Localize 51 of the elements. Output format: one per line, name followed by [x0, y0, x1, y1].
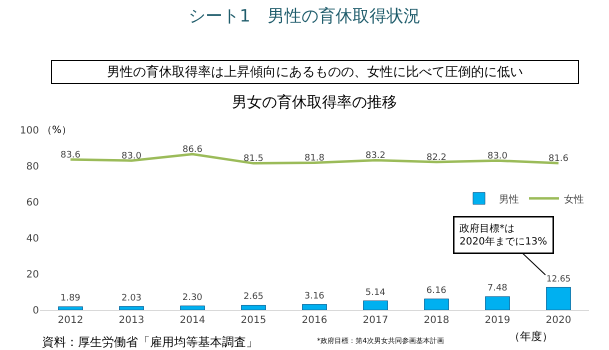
text: 資料：厚生労働省「雇用均等基本調査」	[42, 335, 258, 349]
chart-title: シート1 男性の育休取得状況	[188, 6, 420, 27]
data-label: 83.6	[60, 150, 81, 160]
x-axis-title: （年度）	[509, 330, 553, 343]
x-tick-label: 2017	[362, 315, 388, 326]
data-label: 83.2	[365, 150, 386, 161]
bar	[302, 304, 327, 310]
bar	[241, 304, 266, 310]
y-tick-label: 80	[26, 162, 39, 172]
chart-subtitle: 男性の育休取得率は上昇傾向にあるものの、女性に比べて圧倒的に低い	[107, 64, 523, 80]
data-label: 2.65	[243, 292, 264, 302]
data-label: 1.89	[60, 294, 81, 304]
data-label: 81.6	[548, 154, 569, 164]
data-label: 81.8	[304, 154, 325, 164]
bar	[363, 300, 388, 310]
y-tick-label: 60	[26, 198, 39, 208]
data-label: 3.16	[304, 291, 325, 302]
y-axis-title: （%）	[42, 125, 72, 136]
bar	[485, 296, 510, 310]
text: 男女の育休取得率の推移	[232, 93, 397, 111]
x-tick-label: 2015	[240, 315, 266, 326]
bar	[119, 306, 144, 310]
annotation: 政府目標*は 2020年までに13%	[460, 222, 548, 248]
data-label: 7.48	[487, 284, 508, 294]
bar	[58, 306, 83, 310]
x-tick-label: 2018	[424, 315, 450, 326]
legend-label: 女性	[564, 193, 584, 206]
legend-label: 男性	[499, 193, 519, 206]
data-label: 5.14	[365, 288, 386, 298]
data-label: 81.5	[243, 154, 264, 164]
x-tick-label: 2012	[58, 315, 84, 326]
x-tick-label: 2016	[302, 315, 328, 326]
data-label: 12.65	[546, 274, 571, 284]
x-tick-label: 2020	[546, 315, 572, 326]
data-label: 83.0	[121, 151, 142, 162]
y-tick-label: 20	[26, 270, 39, 280]
data-label: 83.0	[487, 151, 508, 162]
data-label: 6.16	[426, 286, 447, 296]
bar	[180, 306, 205, 310]
x-tick-label: 2014	[180, 315, 206, 326]
data-label: 2.30	[182, 292, 203, 303]
data-label: 2.03	[121, 293, 142, 304]
bar	[424, 298, 449, 310]
y-tick-label: 0	[32, 306, 39, 316]
x-tick-label: 2013	[118, 315, 144, 326]
data-label: 82.2	[426, 152, 447, 163]
x-tick-label: 2019	[484, 315, 510, 326]
data-label: 86.6	[182, 144, 203, 155]
bar	[546, 286, 571, 310]
y-tick-label: 40	[26, 234, 39, 244]
y-tick-label: 100	[20, 126, 39, 136]
